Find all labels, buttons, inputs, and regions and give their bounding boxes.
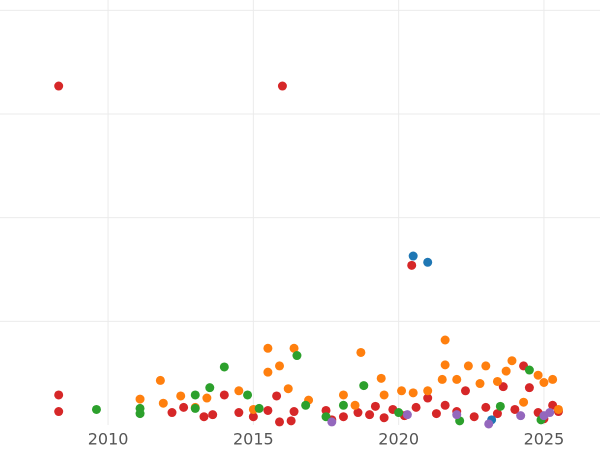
point — [289, 343, 299, 353]
point — [202, 393, 212, 403]
point — [553, 404, 563, 414]
point — [219, 390, 229, 400]
point — [423, 257, 433, 267]
point — [234, 408, 244, 418]
point — [507, 356, 517, 366]
point — [524, 365, 534, 375]
x-tick-label: 2020 — [378, 430, 419, 449]
point — [155, 375, 165, 385]
point — [205, 383, 215, 393]
point — [292, 351, 302, 361]
point — [356, 347, 366, 357]
point — [275, 361, 285, 371]
point — [350, 400, 360, 410]
point — [301, 400, 311, 410]
point — [524, 383, 534, 393]
point — [379, 390, 389, 400]
point — [440, 400, 450, 410]
point — [431, 409, 441, 419]
point — [243, 390, 253, 400]
point — [176, 391, 186, 401]
point — [484, 419, 494, 429]
x-tick-label: 2015 — [233, 430, 274, 449]
point — [408, 388, 418, 398]
point — [254, 403, 264, 413]
x-tick-label: 2025 — [524, 430, 565, 449]
point — [411, 402, 421, 412]
point — [199, 412, 209, 422]
point — [495, 401, 505, 411]
point — [275, 417, 285, 427]
point — [91, 404, 101, 414]
point — [248, 412, 258, 422]
point — [481, 402, 491, 412]
point — [208, 410, 218, 420]
point — [338, 400, 348, 410]
point — [321, 405, 331, 415]
point — [481, 361, 491, 371]
point — [519, 397, 529, 407]
point — [353, 408, 363, 418]
point — [379, 413, 389, 423]
point — [54, 390, 64, 400]
point — [263, 343, 273, 353]
point — [545, 408, 555, 418]
point — [463, 361, 473, 371]
point — [501, 366, 511, 376]
point — [475, 379, 485, 389]
point — [338, 412, 348, 422]
point — [219, 362, 229, 372]
point — [423, 386, 433, 396]
point — [376, 373, 386, 383]
point — [548, 374, 558, 384]
point — [533, 370, 543, 380]
point — [492, 409, 502, 419]
point — [190, 390, 200, 400]
point — [452, 374, 462, 384]
point — [135, 409, 145, 419]
point — [289, 407, 299, 417]
point — [158, 398, 168, 408]
point — [452, 410, 462, 420]
point — [263, 405, 273, 415]
point — [359, 381, 369, 391]
point — [283, 384, 293, 394]
point — [539, 378, 549, 387]
point — [423, 393, 433, 403]
point — [272, 391, 282, 401]
point — [286, 416, 296, 426]
point — [440, 360, 450, 370]
point — [408, 251, 418, 261]
point — [54, 407, 64, 417]
point — [440, 335, 450, 345]
point — [338, 390, 348, 400]
point — [365, 410, 375, 420]
point — [54, 81, 64, 91]
point — [321, 412, 331, 422]
point — [407, 260, 417, 270]
point — [397, 386, 407, 396]
point — [135, 394, 145, 404]
point — [402, 410, 412, 420]
point — [498, 382, 508, 392]
point — [277, 81, 287, 91]
point — [263, 367, 273, 377]
point — [437, 374, 447, 384]
point — [190, 403, 200, 413]
point — [460, 386, 470, 396]
point — [469, 412, 479, 422]
point — [167, 408, 177, 418]
point — [516, 411, 526, 421]
point — [370, 401, 380, 411]
point — [179, 402, 189, 412]
x-tick-label: 2010 — [88, 430, 129, 449]
point — [492, 376, 502, 386]
point — [327, 417, 337, 427]
point — [510, 404, 520, 414]
point — [394, 408, 404, 418]
point — [234, 386, 244, 396]
